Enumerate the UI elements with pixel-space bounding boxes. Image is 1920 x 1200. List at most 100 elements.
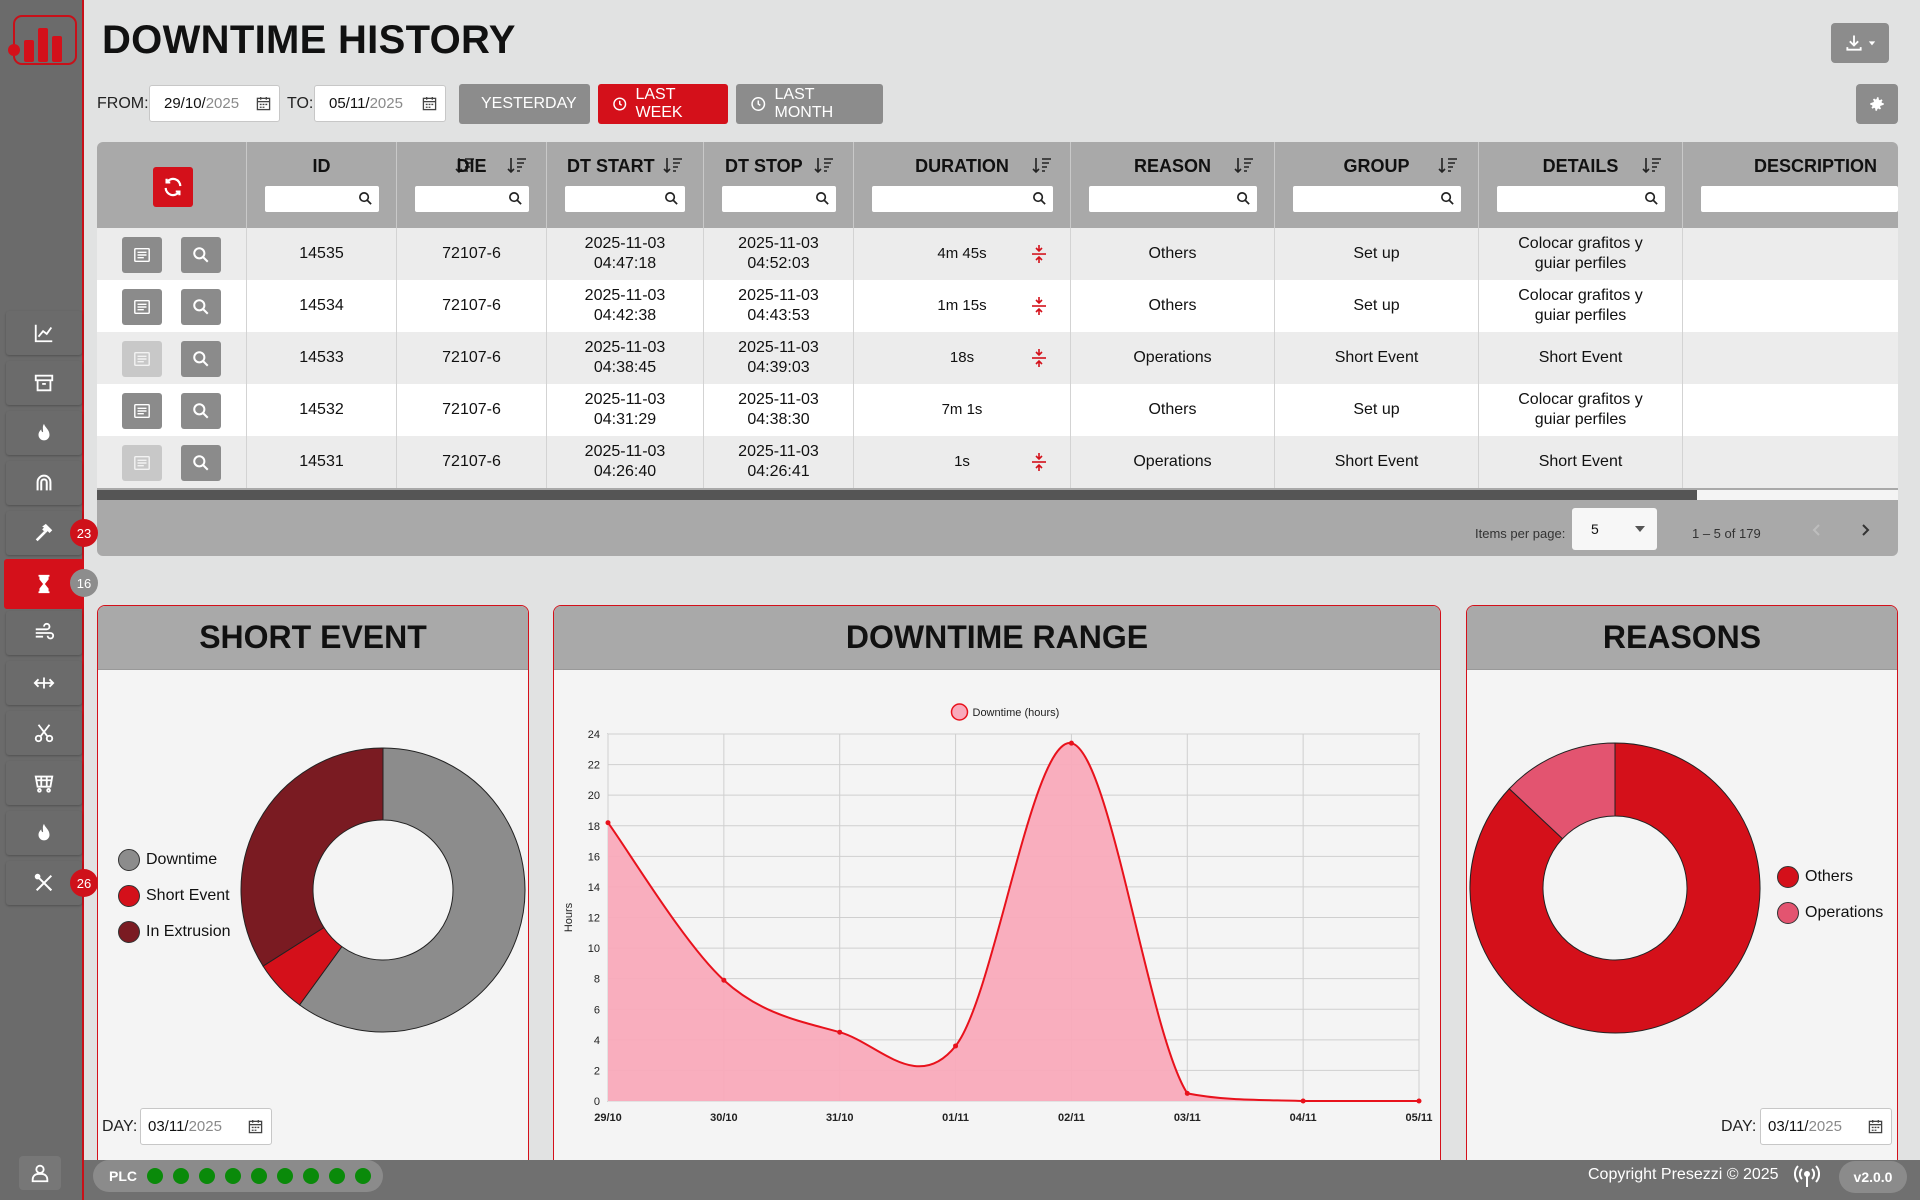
- legend-swatch: [118, 849, 140, 871]
- sidebar-item-saw[interactable]: [6, 711, 82, 755]
- duration-filter-input[interactable]: [872, 186, 1053, 212]
- notes-button[interactable]: [122, 445, 162, 481]
- data-point: [1068, 740, 1074, 746]
- refresh-button[interactable]: [153, 167, 193, 207]
- sidebar-item-heating[interactable]: [6, 411, 82, 455]
- dt-start-filter-input[interactable]: [565, 186, 685, 212]
- yesterday-button[interactable]: YESTERDAY: [459, 84, 590, 124]
- from-date-input[interactable]: 29/10/2025: [149, 85, 280, 122]
- legend-item-short-event[interactable]: Short Event: [118, 885, 230, 907]
- time-text: 04:52:03: [747, 255, 810, 272]
- download-button[interactable]: [1831, 23, 1889, 63]
- inspect-button[interactable]: [181, 289, 221, 325]
- description-filter-input[interactable]: [1701, 186, 1898, 212]
- sidebar-item-cooling[interactable]: [6, 611, 82, 655]
- sort-icon[interactable]: [507, 156, 527, 174]
- horizontal-scrollbar-thumb[interactable]: [97, 490, 1697, 500]
- inspect-button[interactable]: [181, 445, 221, 481]
- compress-icon[interactable]: [1030, 296, 1048, 316]
- calendar-icon[interactable]: [1868, 1119, 1883, 1134]
- time-text: 04:26:40: [593, 463, 657, 480]
- day-label: DAY:: [1721, 1118, 1757, 1135]
- cell-description: [1683, 228, 1898, 280]
- search-icon: [193, 351, 209, 367]
- sort-icon[interactable]: [455, 156, 475, 174]
- dt-stop-filter-input[interactable]: [722, 186, 836, 212]
- inspect-button[interactable]: [181, 393, 221, 429]
- details-text: guiar perfiles: [1534, 411, 1627, 428]
- cell-dt-stop: 2025-11-03 04:52:03: [704, 228, 854, 280]
- sidebar-item-basket[interactable]: [6, 761, 82, 805]
- notes-icon: [134, 247, 150, 263]
- user-profile-button[interactable]: [19, 1156, 61, 1190]
- compress-icon[interactable]: [1030, 348, 1048, 368]
- cell-id: 14531: [247, 436, 397, 488]
- sidebar-item-archive[interactable]: [6, 361, 82, 405]
- day-date-value: 03/11/: [1768, 1118, 1809, 1135]
- sidebar-item-maintenance[interactable]: [6, 861, 82, 905]
- id-filter-input[interactable]: [265, 186, 379, 212]
- table-row[interactable]: 14535 72107-6 2025-11-03 04:47:18 2025-11…: [97, 228, 1898, 280]
- legend-item-operations[interactable]: Operations: [1777, 902, 1883, 924]
- sort-icon[interactable]: [663, 156, 683, 174]
- legend-item-in-extrusion[interactable]: In Extrusion: [118, 921, 230, 943]
- sidebar-item-magnet[interactable]: [6, 461, 82, 505]
- calendar-icon[interactable]: [248, 1119, 263, 1134]
- sidebar-item-tools[interactable]: [6, 511, 82, 555]
- inspect-button[interactable]: [181, 237, 221, 273]
- last-week-label: LAST WEEK: [635, 86, 683, 121]
- compress-icon[interactable]: [1030, 452, 1048, 472]
- cell-group: Set up: [1275, 280, 1479, 332]
- notes-button[interactable]: [122, 341, 162, 377]
- table-row[interactable]: 14532 72107-6 2025-11-03 04:31:29 2025-11…: [97, 384, 1898, 436]
- notes-button[interactable]: [122, 393, 162, 429]
- previous-page-icon[interactable]: [1807, 520, 1827, 540]
- table-row[interactable]: 14534 72107-6 2025-11-03 04:42:38 2025-11…: [97, 280, 1898, 332]
- details-text: guiar perfiles: [1534, 307, 1627, 324]
- table-row[interactable]: 14533 72107-6 2025-11-03 04:38:45 2025-11…: [97, 332, 1898, 384]
- next-page-icon[interactable]: [1855, 520, 1875, 540]
- sort-icon[interactable]: [1234, 156, 1254, 174]
- calendar-icon[interactable]: [422, 96, 437, 111]
- group-filter-input[interactable]: [1293, 186, 1461, 212]
- details-text: Colocar grafitos y: [1518, 391, 1643, 408]
- items-per-page-select[interactable]: 5: [1572, 508, 1657, 550]
- time-text: 04:38:45: [593, 359, 657, 376]
- plc-status-dot: [355, 1168, 371, 1184]
- die-filter-input[interactable]: [415, 186, 529, 212]
- sidebar-item-aging[interactable]: [6, 811, 82, 855]
- area-line: [607, 742, 1419, 1102]
- short-event-day-input[interactable]: 03/11/2025: [140, 1108, 272, 1145]
- notes-button[interactable]: [122, 289, 162, 325]
- duration-text: 1s: [954, 453, 970, 470]
- to-date-input[interactable]: 05/11/2025: [314, 85, 446, 122]
- table-row[interactable]: 14531 72107-6 2025-11-03 04:26:40 2025-11…: [97, 436, 1898, 488]
- refresh-icon: [164, 177, 182, 197]
- last-month-button[interactable]: LAST MONTH: [736, 84, 883, 124]
- details-filter-input[interactable]: [1497, 186, 1665, 212]
- reason-filter-input[interactable]: [1089, 186, 1257, 212]
- plc-status-dot: [329, 1168, 345, 1184]
- cell-dt-stop: 2025-11-03 04:38:30: [704, 384, 854, 436]
- cell-reason: Operations: [1071, 332, 1275, 384]
- sort-icon[interactable]: [1642, 156, 1662, 174]
- compress-icon[interactable]: [1030, 244, 1048, 264]
- plc-status: PLC: [93, 1160, 383, 1192]
- reasons-day-input[interactable]: 03/11/2025: [1760, 1108, 1892, 1145]
- arrows-horizontal-icon: [33, 677, 55, 689]
- sidebar-item-stretcher[interactable]: [6, 661, 82, 705]
- notes-button[interactable]: [122, 237, 162, 273]
- sort-icon[interactable]: [1438, 156, 1458, 174]
- sort-icon[interactable]: [1032, 156, 1052, 174]
- sidebar-item-analytics[interactable]: [6, 311, 82, 355]
- legend-label: Downtime: [146, 851, 218, 868]
- page-range-label: 1 – 5 of 179: [1692, 526, 1761, 541]
- cell-reason: Others: [1071, 280, 1275, 332]
- legend-item-downtime[interactable]: Downtime: [118, 849, 217, 871]
- sort-icon[interactable]: [814, 156, 834, 174]
- legend-item-others[interactable]: Others: [1777, 866, 1853, 888]
- calendar-icon[interactable]: [256, 96, 271, 111]
- inspect-button[interactable]: [181, 341, 221, 377]
- last-week-button[interactable]: LAST WEEK: [598, 84, 728, 124]
- settings-button[interactable]: [1856, 84, 1898, 124]
